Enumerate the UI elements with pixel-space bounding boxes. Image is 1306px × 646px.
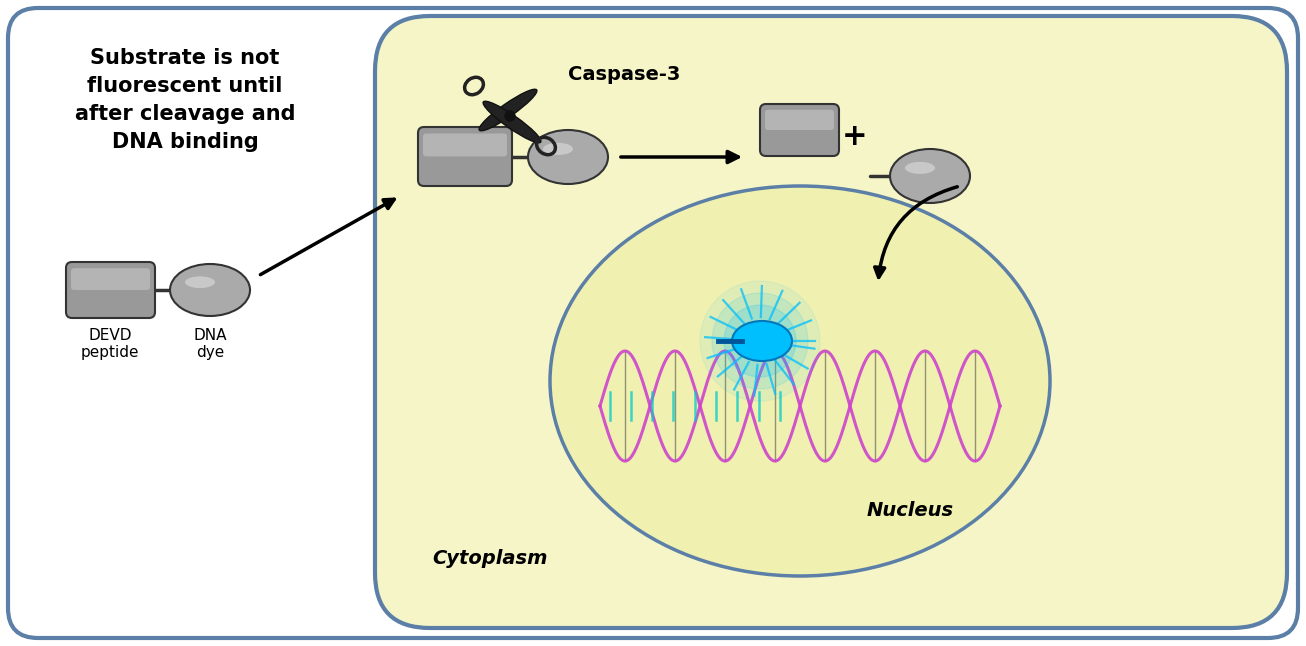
FancyBboxPatch shape — [418, 127, 512, 186]
Text: +: + — [842, 121, 867, 151]
FancyBboxPatch shape — [760, 104, 838, 156]
FancyBboxPatch shape — [375, 16, 1286, 628]
Text: Substrate is not
fluorescent until
after cleavage and
DNA binding: Substrate is not fluorescent until after… — [74, 48, 295, 152]
Circle shape — [712, 293, 808, 389]
FancyBboxPatch shape — [423, 134, 507, 156]
Ellipse shape — [479, 89, 537, 130]
Ellipse shape — [731, 321, 791, 361]
FancyBboxPatch shape — [67, 262, 155, 318]
Text: Cytoplasm: Cytoplasm — [432, 548, 547, 567]
Ellipse shape — [170, 264, 249, 316]
Ellipse shape — [543, 143, 573, 155]
Circle shape — [724, 305, 795, 377]
Text: DNA
dye: DNA dye — [193, 328, 227, 360]
Text: Caspase-3: Caspase-3 — [568, 65, 680, 83]
Ellipse shape — [889, 149, 970, 203]
Circle shape — [505, 111, 515, 121]
Ellipse shape — [905, 162, 935, 174]
FancyBboxPatch shape — [71, 268, 150, 290]
Ellipse shape — [483, 101, 541, 143]
Text: Nucleus: Nucleus — [866, 501, 953, 521]
Ellipse shape — [550, 186, 1050, 576]
FancyBboxPatch shape — [765, 110, 835, 130]
Ellipse shape — [528, 130, 609, 184]
Circle shape — [700, 281, 820, 401]
Text: DEVD
peptide: DEVD peptide — [81, 328, 140, 360]
FancyBboxPatch shape — [8, 8, 1298, 638]
Ellipse shape — [185, 276, 215, 288]
